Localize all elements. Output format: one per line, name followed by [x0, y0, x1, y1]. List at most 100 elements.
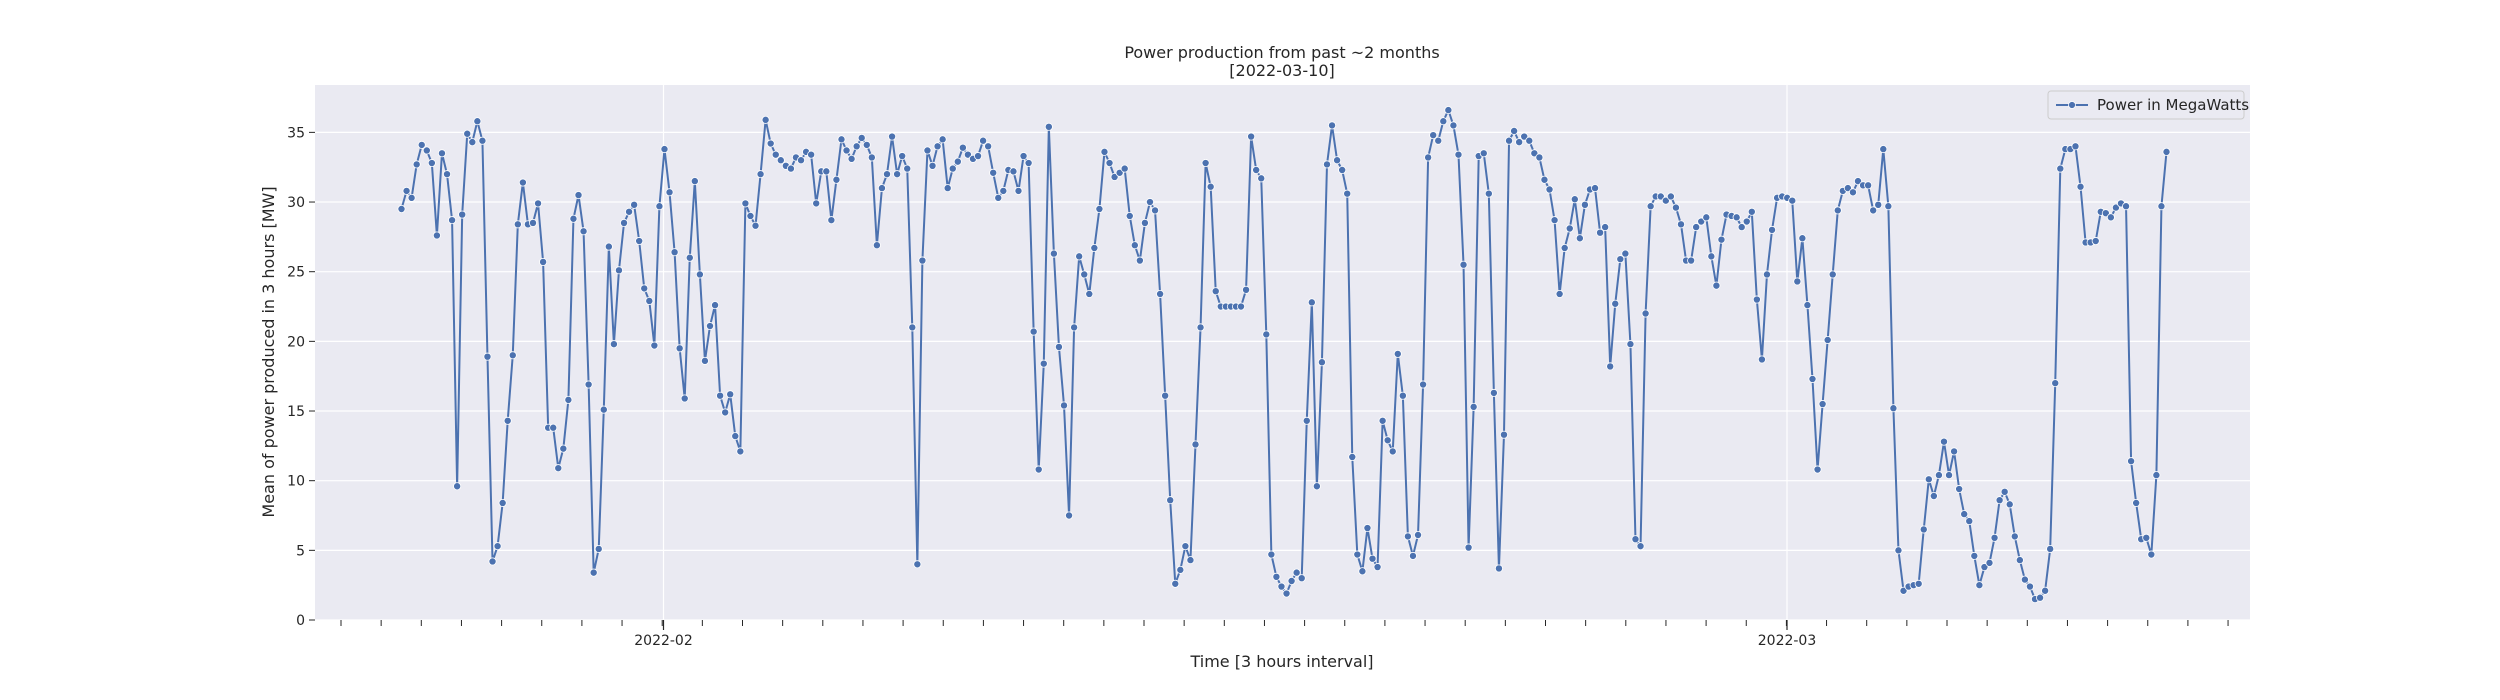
data-point [534, 199, 543, 208]
data-point [2111, 203, 2120, 212]
data-point [1611, 299, 1620, 308]
data-point [559, 444, 568, 453]
data-point [913, 560, 922, 569]
data-point [1353, 550, 1362, 559]
data-point [503, 416, 512, 425]
data-point [726, 390, 735, 399]
data-point [1075, 252, 1084, 261]
data-point [1788, 196, 1797, 205]
data-point [1813, 465, 1822, 474]
data-point [1429, 131, 1438, 140]
data-point [630, 200, 639, 209]
data-point [1272, 572, 1281, 581]
data-point [1161, 391, 1170, 400]
data-point [1398, 391, 1407, 400]
data-point [660, 145, 669, 154]
data-point [1186, 556, 1195, 565]
data-point [953, 157, 962, 166]
y-axis-ticks: 0 5 10 15 20 25 30 35 [287, 125, 315, 629]
data-point [1692, 223, 1701, 232]
data-point [872, 241, 881, 250]
data-point [1489, 388, 1498, 397]
data-point [1828, 270, 1837, 279]
data-point [1656, 192, 1665, 201]
data-point [1029, 327, 1038, 336]
data-point [1919, 525, 1928, 534]
data-point [685, 253, 694, 262]
data-point [695, 270, 704, 279]
data-point [1565, 224, 1574, 233]
data-point [842, 146, 851, 155]
data-point [1793, 277, 1802, 286]
data-point [1646, 202, 1655, 211]
data-point [1934, 471, 1943, 480]
data-point [731, 432, 740, 441]
data-point [999, 186, 1008, 195]
data-point [1985, 558, 1994, 567]
data-point [827, 216, 836, 225]
data-point [837, 135, 846, 144]
data-point [569, 214, 578, 223]
data-point [1864, 181, 1873, 190]
data-point [620, 218, 629, 227]
data-point [1242, 285, 1251, 294]
data-point [1980, 563, 1989, 572]
data-point [1449, 121, 1458, 130]
legend: Power in MegaWatts [2047, 90, 2249, 120]
legend-point-marker [2068, 101, 2076, 109]
data-point [493, 542, 502, 551]
data-point [1070, 323, 1079, 332]
data-point [1414, 531, 1423, 540]
data-point [706, 322, 715, 331]
data-point [640, 284, 649, 293]
data-point [1945, 471, 1954, 480]
data-point [1747, 207, 1756, 216]
data-point [893, 170, 902, 179]
data-point [1990, 533, 1999, 542]
data-point [1494, 564, 1503, 573]
data-point [847, 154, 856, 163]
data-point [1955, 485, 1964, 494]
data-point [2005, 500, 2014, 509]
data-point [1515, 138, 1524, 147]
y-tick-label: 10 [287, 474, 305, 490]
data-point [1869, 206, 1878, 215]
data-point [1732, 213, 1741, 222]
data-point [539, 257, 548, 266]
data-point [1757, 355, 1766, 364]
data-point [989, 168, 998, 177]
data-point [463, 129, 472, 138]
data-point [417, 140, 426, 149]
data-point [1697, 217, 1706, 226]
data-point [1120, 164, 1129, 173]
legend-label: Power in MegaWatts [2097, 96, 2249, 114]
data-point [1125, 211, 1134, 220]
data-point [979, 136, 988, 145]
data-point [2041, 586, 2050, 595]
data-point [609, 340, 618, 349]
data-point [1348, 452, 1357, 461]
data-point [1803, 301, 1812, 310]
data-point [1373, 563, 1382, 572]
data-point [1287, 576, 1296, 585]
data-point [711, 301, 720, 310]
data-point [2010, 532, 2019, 541]
data-point [933, 142, 942, 151]
data-point [1848, 188, 1857, 197]
data-point [751, 221, 760, 230]
data-point [1166, 496, 1175, 505]
data-point [1535, 153, 1544, 162]
data-point [2076, 182, 2085, 191]
data-point [2162, 147, 2171, 156]
data-point [2046, 544, 2055, 553]
data-point [1520, 132, 1529, 141]
data-point [549, 423, 558, 432]
data-point [888, 132, 897, 141]
data-point [402, 186, 411, 195]
data-point [1626, 340, 1635, 349]
y-tick-label: 20 [287, 334, 305, 350]
data-point [1135, 256, 1144, 265]
data-point [786, 164, 795, 173]
data-point [528, 218, 537, 227]
data-point [1854, 177, 1863, 186]
